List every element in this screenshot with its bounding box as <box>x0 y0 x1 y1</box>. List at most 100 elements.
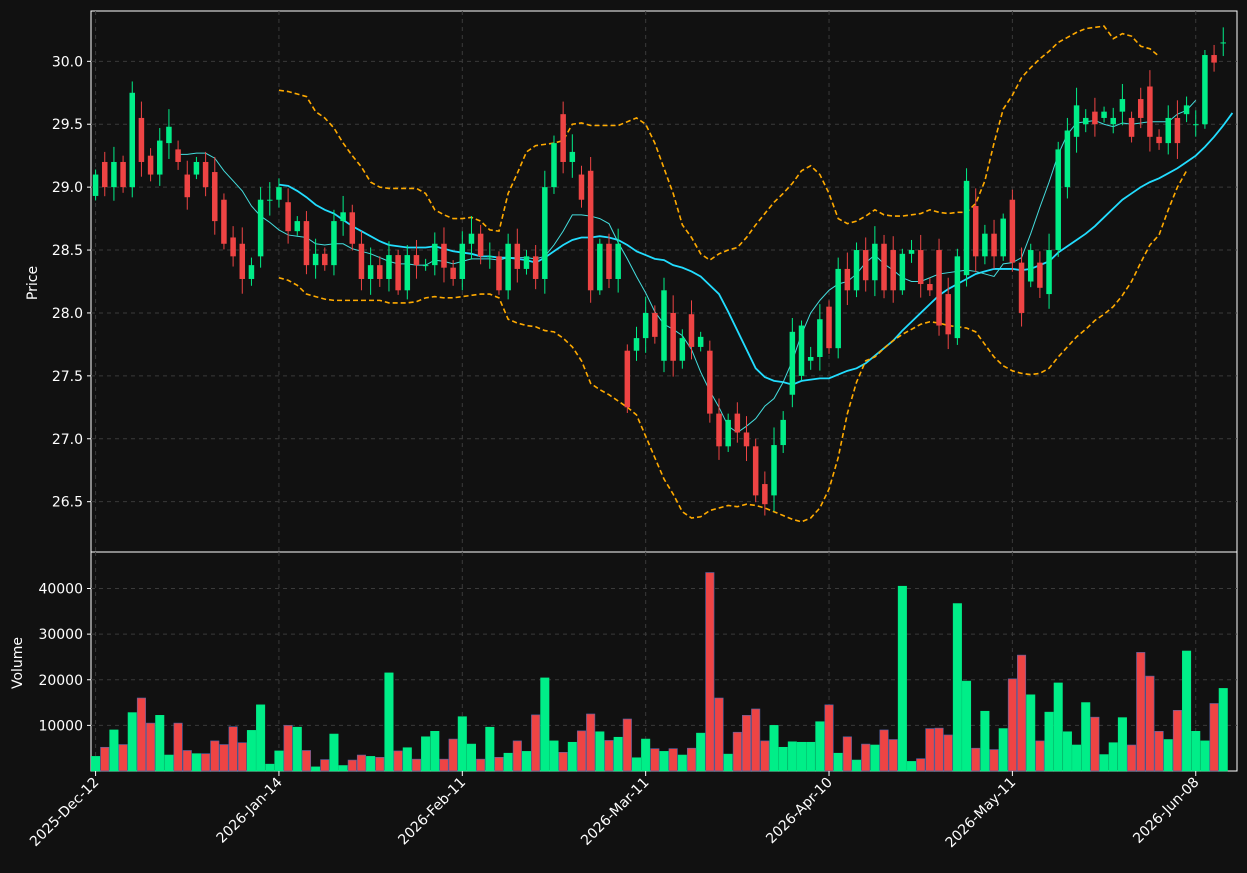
candle-body <box>936 250 942 326</box>
candle-body <box>679 338 686 361</box>
volume-bar <box>146 722 156 772</box>
candle-body <box>697 336 704 347</box>
candle-body <box>734 413 741 433</box>
volume-bar <box>201 753 211 772</box>
candle-body <box>248 265 255 279</box>
candle-body <box>826 306 832 349</box>
volume-bar <box>329 733 339 772</box>
volume-bar <box>586 713 596 772</box>
candle-body <box>1037 262 1043 288</box>
candle-body <box>771 445 777 496</box>
candle-body <box>404 255 411 291</box>
candle-body <box>459 243 466 279</box>
volume-bar <box>686 747 697 772</box>
candle-body <box>413 255 420 266</box>
volume-bar <box>476 758 486 772</box>
candle-body <box>349 212 356 244</box>
candle-body <box>633 338 640 351</box>
volume-bar <box>622 718 632 772</box>
candle-body <box>762 484 768 505</box>
volume-bar <box>485 726 495 772</box>
candle-body <box>587 170 594 291</box>
volume-bar <box>256 704 266 772</box>
candle-body <box>982 233 988 257</box>
candle-body <box>477 233 484 257</box>
candle-body <box>551 143 557 188</box>
price-tick-label: 28.0 <box>52 306 83 322</box>
volume-bar <box>356 754 366 772</box>
candle-body <box>1192 124 1199 126</box>
volume-bar <box>439 758 449 772</box>
candle-body <box>927 284 933 291</box>
volume-bar <box>815 721 825 772</box>
volume-bar <box>797 741 807 772</box>
candle-body <box>111 161 117 188</box>
volume-bar <box>338 765 348 772</box>
grid-lines <box>91 11 1237 771</box>
x-tick-label: 2026-May-11 <box>943 775 1020 852</box>
volume-bar <box>641 738 651 772</box>
x-tick-label: 2025-Dec-12 <box>27 775 102 850</box>
volume-bar <box>1108 742 1118 772</box>
volume-bar <box>1081 702 1091 772</box>
volume-bar <box>274 750 284 772</box>
candle-body <box>954 256 961 339</box>
volume-bar <box>659 751 669 772</box>
candle-body <box>1183 105 1190 115</box>
volume-bar <box>732 731 742 772</box>
candle-body <box>523 256 530 269</box>
volume-bar <box>741 715 752 772</box>
volume-bar <box>1136 652 1146 772</box>
volume-bar <box>952 603 962 772</box>
candle-body <box>862 250 869 281</box>
candle-body <box>1073 105 1080 137</box>
volume-bar <box>421 736 431 772</box>
candle-body <box>175 149 181 162</box>
volume-bar <box>1163 739 1173 772</box>
candle-body <box>331 221 337 266</box>
candle-body <box>496 256 502 291</box>
volume-bar <box>769 725 779 772</box>
volume-bar <box>164 754 174 772</box>
volume-bar <box>384 672 394 772</box>
volume-bar <box>998 728 1008 772</box>
volume-bar <box>1218 688 1228 772</box>
candle-body <box>1046 250 1052 295</box>
candle-body <box>670 312 676 361</box>
candle-body <box>1110 117 1116 125</box>
candle-body <box>239 243 246 279</box>
volume-bar <box>1099 754 1109 772</box>
volume-bar <box>1072 744 1082 772</box>
volume-bar <box>576 730 587 772</box>
volume-bar <box>1044 711 1054 772</box>
candle-body <box>312 253 319 266</box>
volume-bar <box>100 746 110 772</box>
volume-bar <box>925 728 935 772</box>
candle-body <box>780 419 786 446</box>
candle-body <box>285 202 291 232</box>
candle-body <box>102 161 108 188</box>
candle-body <box>1202 55 1208 125</box>
candle-body <box>1000 218 1006 257</box>
candle-body <box>872 243 878 281</box>
volume-bar <box>173 722 183 772</box>
price-tick-label: 27.5 <box>52 369 83 385</box>
candle-body <box>395 255 401 291</box>
volume-bar <box>650 748 660 772</box>
volume-bar <box>411 758 421 772</box>
volume-bar <box>613 736 623 772</box>
candle-body <box>789 331 796 395</box>
candle-body <box>963 180 970 276</box>
candle-body <box>358 243 365 279</box>
candle-body <box>569 151 576 162</box>
volume-bar <box>604 740 614 772</box>
volume-bar <box>494 757 504 772</box>
candle-body <box>624 350 631 408</box>
volume-bar <box>567 741 577 772</box>
indicator-lines <box>178 25 1234 523</box>
candle-body <box>202 161 209 188</box>
volume-bar <box>916 758 926 772</box>
volume-bar <box>696 732 706 772</box>
lower-band-line <box>278 170 1188 523</box>
